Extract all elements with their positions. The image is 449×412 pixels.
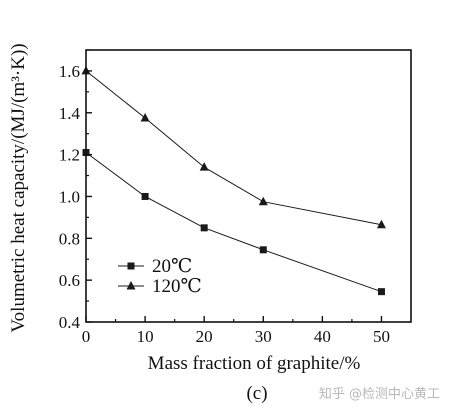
- series-line-square: [85, 152, 382, 293]
- y-axis-title: Volumetric heat capacity/(MJ/(m³·K)): [8, 43, 29, 332]
- legend-marker-triangle: [126, 281, 136, 290]
- y-tick-label: 0.8: [59, 229, 80, 248]
- series-layer: [81, 65, 386, 296]
- data-point-square: [141, 192, 149, 200]
- x-tick-label: 10: [137, 327, 154, 346]
- y-tick-label: 1.2: [59, 146, 80, 165]
- x-tick-label: 0: [82, 327, 91, 346]
- x-tick-label: 30: [255, 327, 272, 346]
- panel-label: (c): [246, 383, 267, 404]
- series-line-triangle: [85, 70, 382, 226]
- data-point-square: [259, 246, 267, 254]
- y-tick-label: 0.6: [59, 271, 80, 290]
- legend-marker-square: [127, 262, 135, 270]
- x-tick-label: 20: [196, 327, 213, 346]
- y-tick-label: 1.4: [59, 104, 81, 123]
- legend-label: 120℃: [152, 276, 202, 297]
- x-axis-title: Mass fraction of graphite/%: [148, 353, 361, 374]
- x-tick-label: 50: [373, 327, 390, 346]
- y-tick-label: 1.6: [59, 62, 80, 81]
- tick-layer: 0 10 20 30 40 50 0.4 0.6 0.8 1.0 1.2 1.4 1.6: [59, 49, 390, 346]
- x-tick-label: 40: [314, 327, 331, 346]
- legend-label: 20℃: [152, 256, 192, 277]
- plot-frame: [85, 49, 412, 323]
- data-point-square: [200, 224, 208, 232]
- data-point-triangle: [140, 113, 150, 122]
- data-point-triangle: [199, 162, 209, 171]
- watermark-text: 知乎 @检测中心黄工: [319, 386, 440, 402]
- data-point-triangle: [258, 196, 268, 206]
- data-point-square: [377, 288, 385, 296]
- data-point-triangle: [376, 219, 386, 229]
- y-tick-label: 0.4: [59, 313, 81, 332]
- y-tick-label: 1.0: [59, 187, 80, 206]
